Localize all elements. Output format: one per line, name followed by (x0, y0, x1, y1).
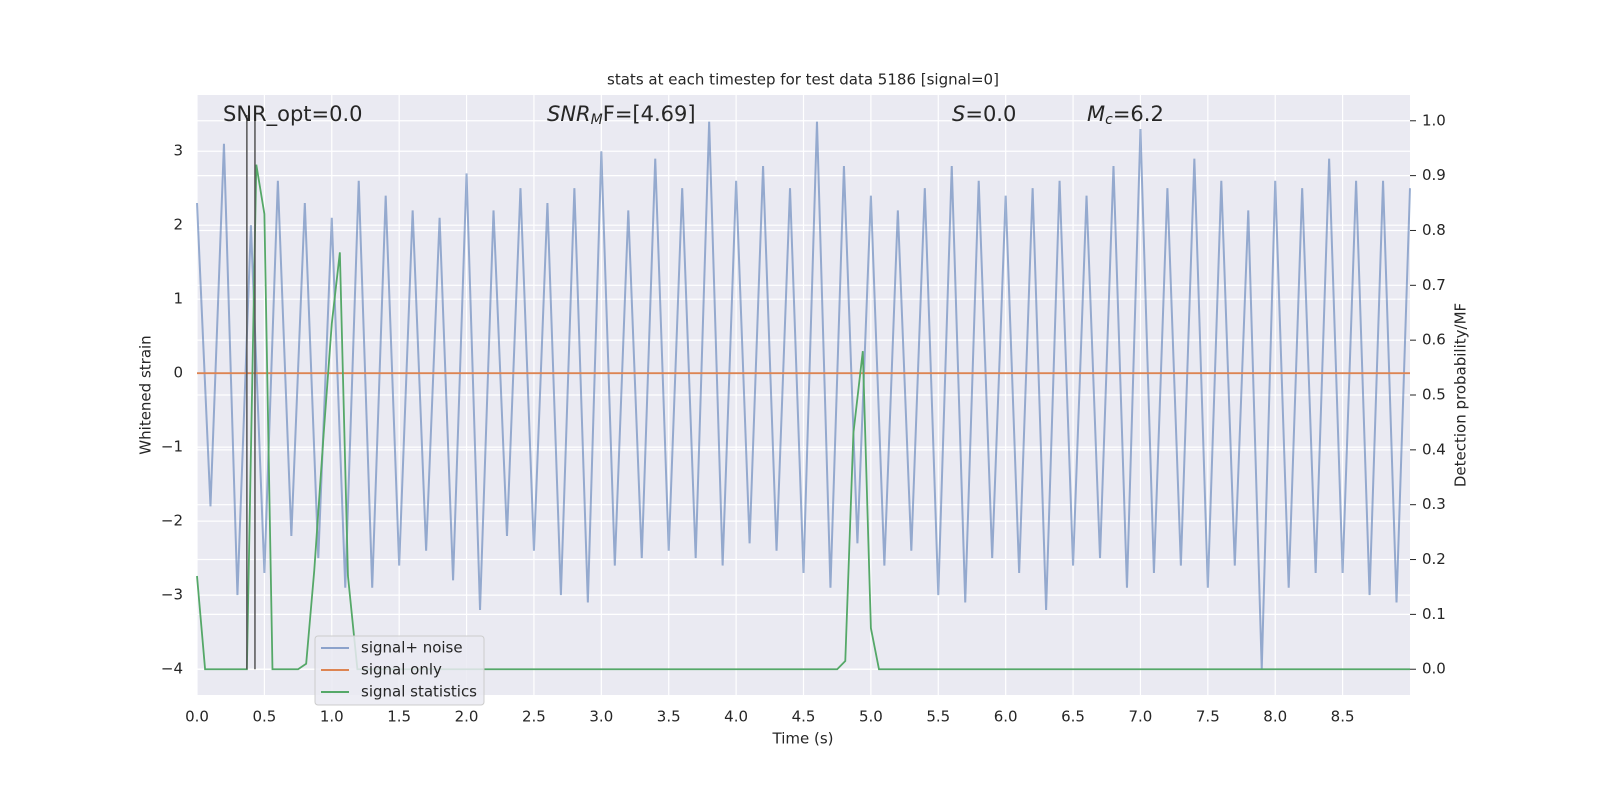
series-line (196, 164, 1410, 671)
annotation-text: =0.0 (965, 102, 1016, 126)
y-tick-label: −1 (161, 438, 183, 456)
x-tick-label: 6.0 (994, 708, 1018, 726)
annotation-subscript: M (591, 112, 603, 128)
y2-tick-label: 0.9 (1422, 166, 1446, 184)
annotation-text: SNR (547, 102, 591, 126)
y-tick-label: −4 (161, 660, 183, 678)
series-line (196, 121, 1411, 670)
y2-tick-label: 0.5 (1422, 386, 1446, 404)
annotation: SNRMF=[4.69] (547, 102, 696, 128)
y2-axis-label: Detection probability/MF (1452, 303, 1470, 487)
y-axis-label: Whitened strain (137, 335, 155, 454)
y-tick-label: 2 (173, 216, 183, 234)
x-tick-label: 7.5 (1196, 708, 1220, 726)
annotation-text: S (952, 102, 965, 126)
marks (196, 115, 1411, 671)
y2-tick-label: 0.7 (1422, 276, 1446, 294)
x-tick-label: 2.0 (455, 708, 479, 726)
legend-label: signal only (361, 661, 442, 679)
y2-tick-label: 0.1 (1422, 605, 1446, 623)
y-tick-label: −2 (161, 512, 183, 530)
x-tick-label: 5.5 (926, 708, 950, 726)
legend-box (314, 635, 485, 706)
x-tick-label: 1.0 (320, 708, 344, 726)
x-tick-label: 8.0 (1263, 708, 1287, 726)
chart-title: stats at each timestep for test data 518… (607, 71, 999, 89)
legend-label: signal+ noise (361, 639, 463, 657)
annotation-text: SNR_opt=0.0 (223, 102, 363, 127)
annotation-subscript: c (1105, 112, 1113, 128)
y2-tick-label: 0.3 (1422, 495, 1446, 513)
annotation: SNR_opt=0.0 (223, 102, 363, 127)
legend: signal+ noise signal only signal statistic… (314, 635, 485, 706)
y2-tick-label: 0.8 (1422, 221, 1446, 239)
x-tick-label: 2.5 (522, 708, 546, 726)
legend-label: signal statistics (361, 683, 477, 701)
x-tick-label: 1.5 (387, 708, 411, 726)
x-tick-label: 8.5 (1331, 708, 1355, 726)
annotation-text: =6.2 (1113, 102, 1164, 126)
y-tick-label: 0 (173, 364, 183, 382)
x-tick-label: 5.0 (859, 708, 883, 726)
x-tick-label: 4.0 (724, 708, 748, 726)
y-tick-label: −3 (161, 586, 183, 604)
annotation-text: M (1087, 102, 1105, 126)
x-tick-label: 3.0 (589, 708, 613, 726)
annotation: S=0.0 (952, 102, 1016, 126)
annotation: Mc=6.2 (1087, 102, 1164, 128)
x-tick-label: 0.0 (185, 708, 209, 726)
x-tick-label: 4.5 (792, 708, 816, 726)
y2-tick-label: 0.6 (1422, 331, 1446, 349)
x-tick-label: 7.0 (1129, 708, 1153, 726)
y-tick-label: 1 (173, 290, 183, 308)
y2-tick-label: 0.2 (1422, 550, 1446, 568)
y2-tick-label: 0.0 (1422, 660, 1446, 678)
x-tick-label: 0.5 (252, 708, 276, 726)
x-axis-label: Time (s) (772, 730, 834, 748)
annotation-text: F=[4.69] (603, 102, 696, 126)
y2-tick-label: 1.0 (1422, 111, 1446, 129)
x-tick-label: 3.5 (657, 708, 681, 726)
y2-tick-label: 0.4 (1422, 440, 1446, 458)
x-tick-label: 6.5 (1061, 708, 1085, 726)
y-tick-label: 3 (173, 142, 183, 160)
